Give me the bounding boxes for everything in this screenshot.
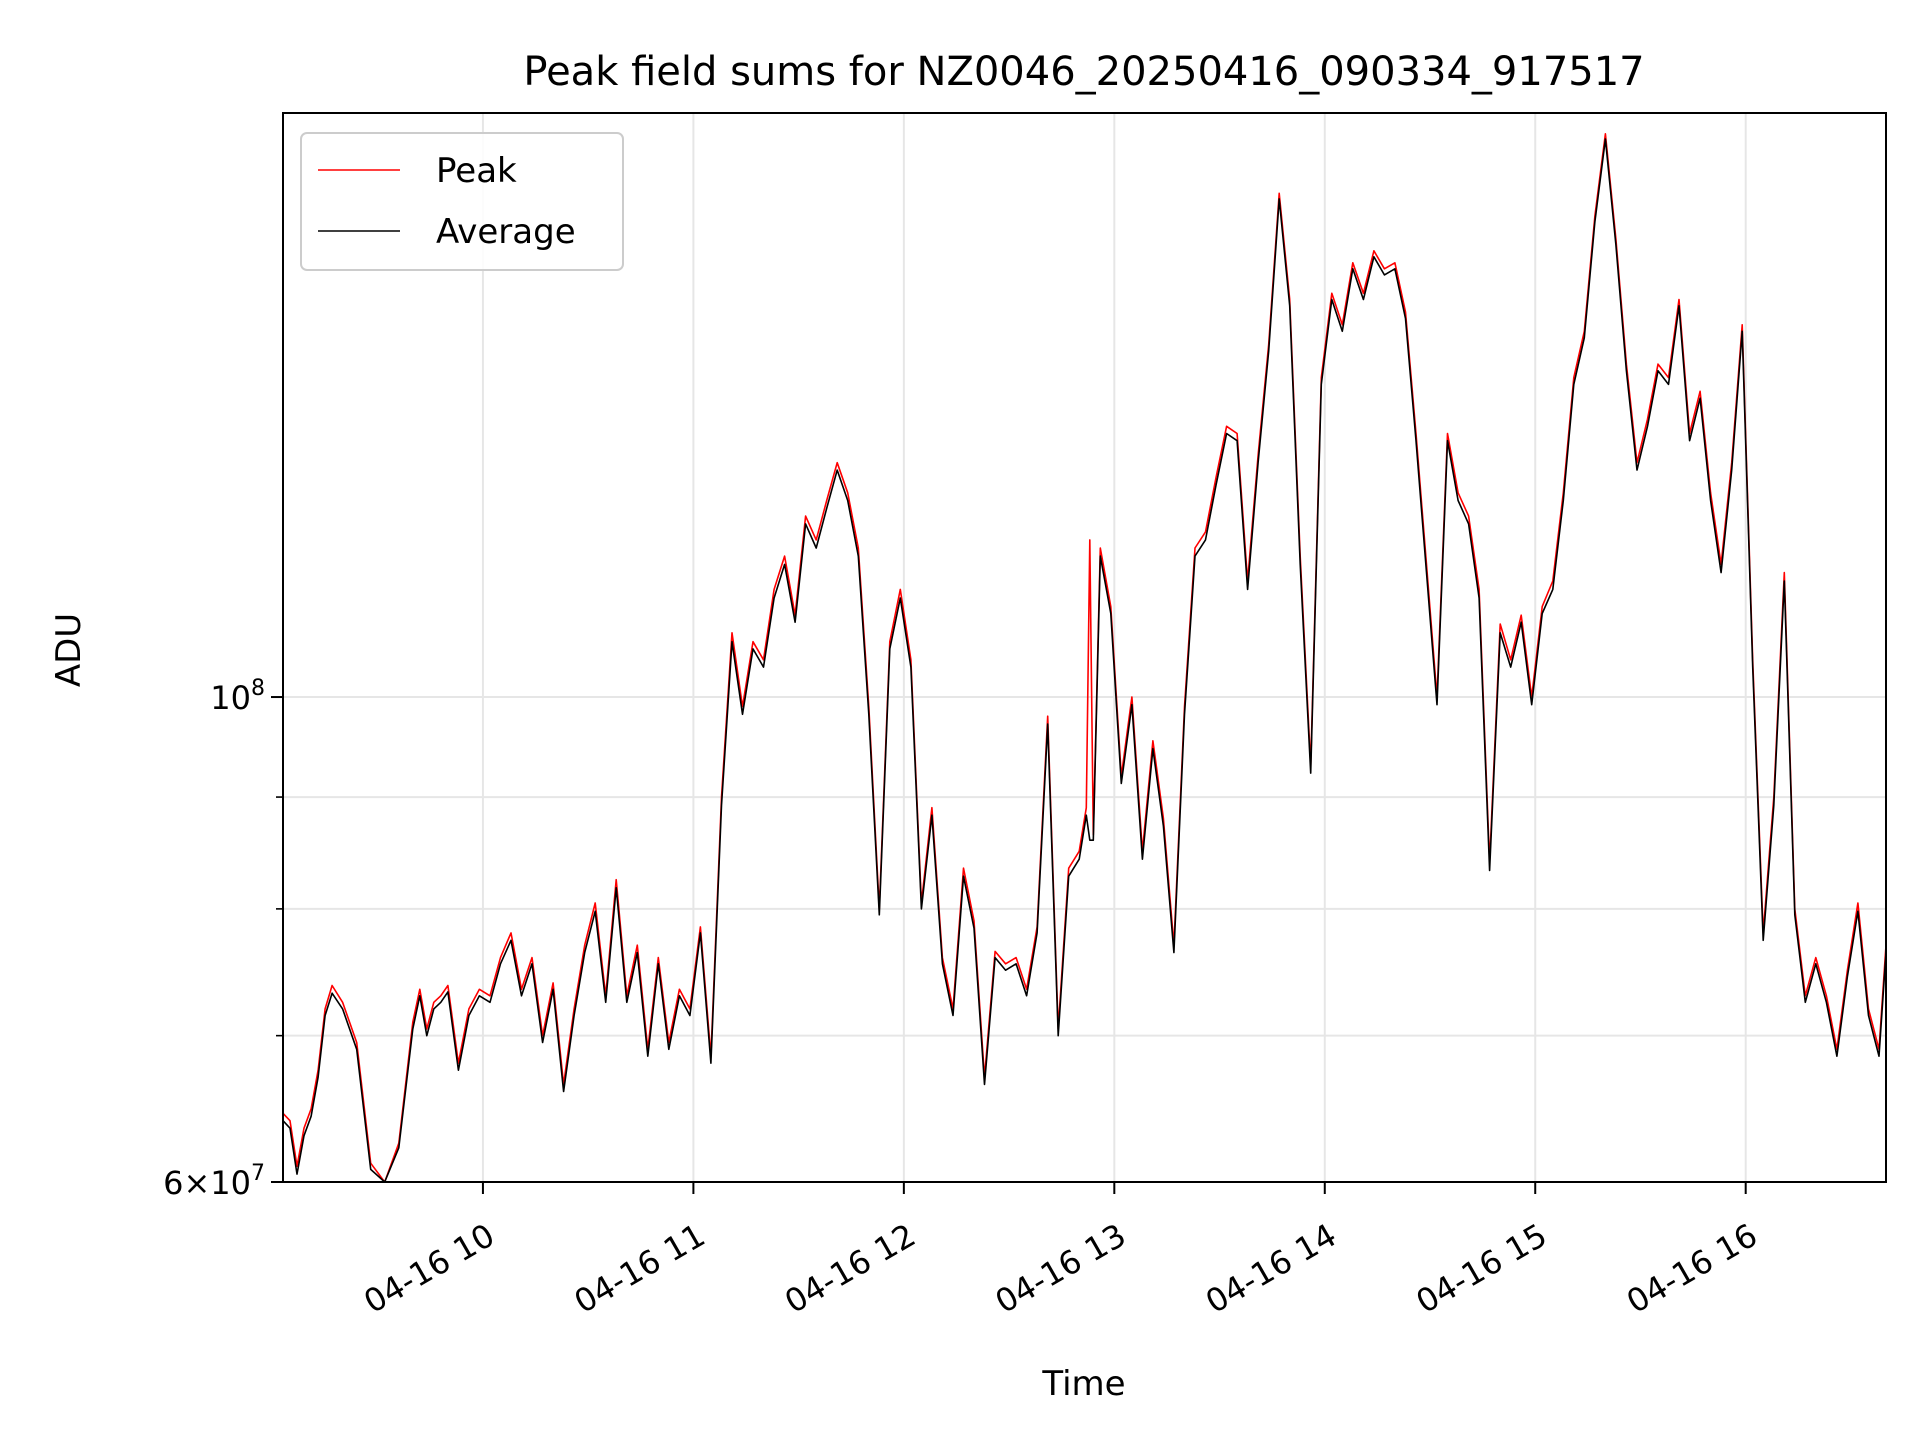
legend-label-average: Average bbox=[436, 212, 576, 252]
legend: Peak Average bbox=[300, 132, 624, 271]
legend-box bbox=[300, 132, 624, 271]
y-axis: 6×107 108 bbox=[163, 676, 283, 1202]
x-axis-label: Time bbox=[1041, 1364, 1125, 1404]
series-line-average bbox=[282, 138, 1887, 1183]
chart-title: Peak field sums for NZ0046_20250416_0903… bbox=[523, 49, 1644, 95]
legend-label-peak: Peak bbox=[436, 151, 517, 191]
series-layer bbox=[282, 133, 1887, 1183]
y-axis-label: ADU bbox=[49, 613, 89, 687]
y-tick-label: 6×107 bbox=[163, 1161, 265, 1202]
plot-frame bbox=[282, 112, 1887, 1183]
y-tick-label: 108 bbox=[210, 676, 265, 717]
grid bbox=[283, 113, 1886, 1182]
